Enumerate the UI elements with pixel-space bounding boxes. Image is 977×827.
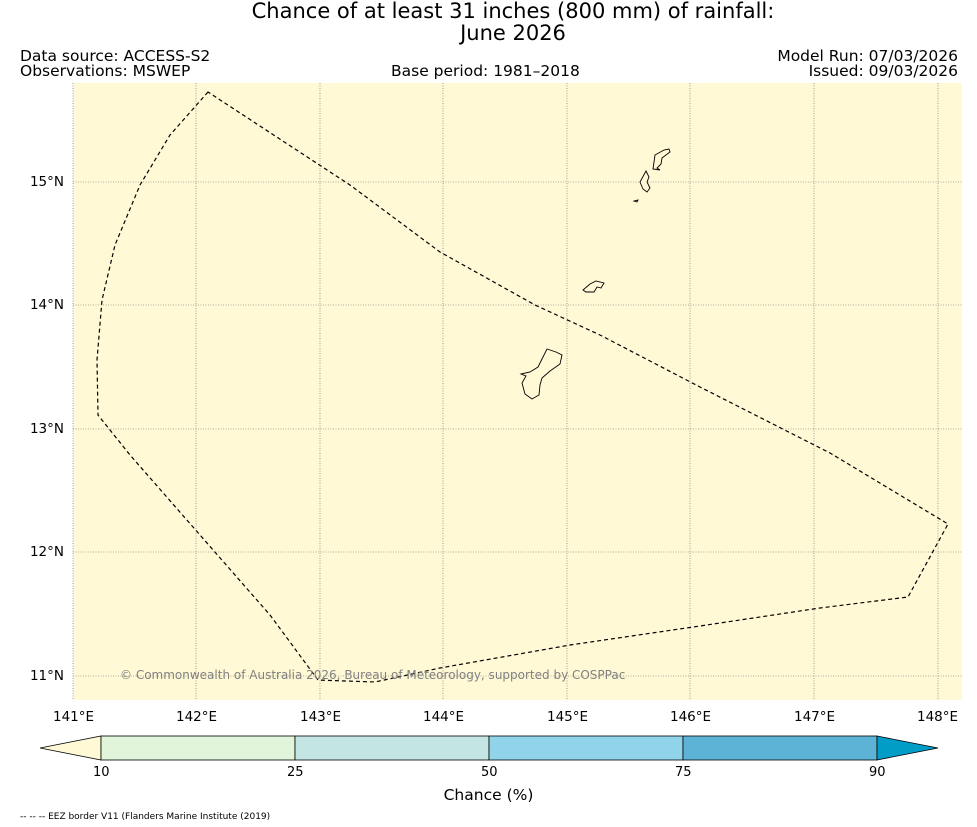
colorbar-tick-25: 25 [287,765,304,780]
lon-label-141e: 141°E [53,709,95,725]
eez-footnote: -- -- -- EEZ border V11 (Flanders Marine… [20,812,271,822]
saipan-island [652,148,671,171]
lat-label-13n: 13°N [29,421,64,437]
lon-label-142e: 142°E [176,709,218,725]
colorbar-tick-75: 75 [675,765,692,780]
graticule [72,83,962,700]
data-source-label: Data source: ACCESS-S2 [20,47,211,65]
lat-label-14n: 14°N [29,297,64,313]
colorbar-high-extension [876,735,939,761]
lon-label-147e: 147°E [794,709,836,725]
guam-island [519,348,563,400]
observations-label: Observations: MSWEP [20,62,191,80]
colorbar-segment-25-50 [294,735,490,761]
lat-label-15n: 15°N [29,174,64,190]
colorbar-segment-10-25 [100,735,296,761]
colorbar [39,735,939,761]
colorbar-tick-10: 10 [93,765,110,780]
aguijan-island [632,199,639,203]
issued-label: Issued: 09/03/2026 [808,62,958,80]
lat-label-12n: 12°N [29,544,64,560]
base-period-label: Base period: 1981–2018 [391,62,580,80]
lon-label-145e: 145°E [547,709,589,725]
colorbar-segment-75-90 [682,735,878,761]
model-run-label: Model Run: 07/03/2026 [777,47,958,65]
colorbar-low-extension [39,735,102,761]
lat-label-11n: 11°N [29,668,64,684]
colorbar-label: Chance (%) [443,786,534,804]
map-title-line1: Chance of at least 31 inches (800 mm) of… [251,0,775,23]
tinian-island [639,170,651,193]
eez-border [96,91,949,683]
lon-label-144e: 144°E [423,709,465,725]
map-title-line2: June 2026 [460,21,566,45]
lon-label-148e: 148°E [917,709,959,725]
lon-label-143e: 143°E [300,709,342,725]
colorbar-segment-50-75 [488,735,684,761]
copyright-notice: © Commonwealth of Australia 2026, Bureau… [120,668,626,682]
islands [519,148,671,400]
colorbar-tick-50: 50 [481,765,498,780]
colorbar-tick-90: 90 [869,765,886,780]
lon-label-146e: 146°E [670,709,712,725]
rota-island [582,280,605,293]
